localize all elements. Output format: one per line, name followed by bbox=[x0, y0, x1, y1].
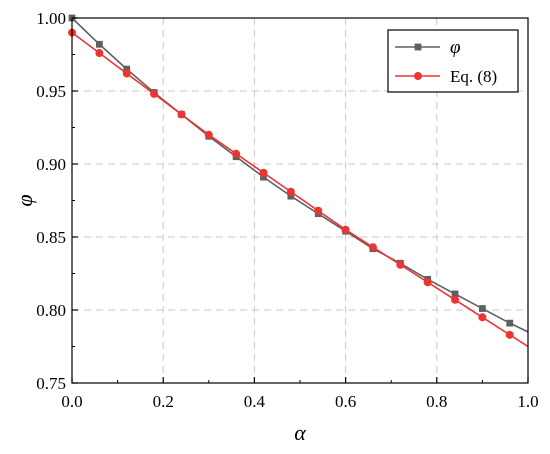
series-0-point bbox=[506, 319, 514, 327]
series-0-point bbox=[287, 192, 295, 200]
series-1-point bbox=[478, 313, 487, 322]
series-1-point bbox=[505, 330, 514, 339]
series-0-point bbox=[95, 40, 103, 48]
series-1-point bbox=[451, 295, 460, 304]
series-1-point bbox=[204, 130, 213, 139]
legend-label: Eq. (8) bbox=[450, 67, 497, 86]
series-line-1 bbox=[71, 31, 529, 348]
x-tick-label: 0.2 bbox=[153, 392, 174, 411]
tick-labels: 0.0 0.2 0.4 0.6 0.8 1.0 0.75 0.80 0.85 0.90 0.95 1.… bbox=[36, 9, 538, 411]
y-tick-label: 0.85 bbox=[36, 228, 66, 247]
x-tick-label: 0.4 bbox=[244, 392, 266, 411]
x-tick-label: 0.0 bbox=[61, 392, 82, 411]
legend-box bbox=[387, 29, 519, 93]
series-0-point bbox=[123, 65, 131, 73]
series-lines bbox=[71, 17, 529, 348]
x-tick-label: 0.6 bbox=[335, 392, 356, 411]
series-0-point bbox=[479, 305, 486, 312]
y-axis-title: φ bbox=[12, 194, 37, 206]
legend: φ Eq. (8) bbox=[387, 29, 519, 93]
axis-ticks bbox=[71, 17, 529, 384]
series-1-point bbox=[122, 69, 131, 78]
series-0-point bbox=[451, 290, 459, 298]
series-1-point bbox=[341, 225, 350, 234]
series-1-point bbox=[150, 89, 159, 98]
legend-swatch-marker bbox=[414, 72, 422, 80]
series-1-point bbox=[423, 278, 432, 287]
series-1-point bbox=[232, 149, 241, 158]
y-tick-label: 1.00 bbox=[36, 9, 66, 28]
legend-swatch-marker bbox=[414, 43, 422, 51]
series-1-point bbox=[177, 110, 186, 119]
series-1-point bbox=[286, 187, 295, 196]
y-tick-label: 0.90 bbox=[36, 155, 66, 174]
y-tick-label: 0.95 bbox=[36, 82, 66, 101]
y-tick-label: 0.75 bbox=[36, 374, 66, 393]
series-0-point bbox=[260, 173, 267, 181]
series-line-0 bbox=[71, 17, 529, 333]
series-1-point bbox=[259, 168, 268, 177]
x-axis-title: α bbox=[294, 420, 306, 445]
series-1-point bbox=[396, 260, 405, 269]
x-tick-label: 1.0 bbox=[517, 392, 538, 411]
x-tick-label: 0.8 bbox=[426, 392, 447, 411]
y-tick-label: 0.80 bbox=[36, 301, 66, 320]
series-1-point bbox=[314, 206, 323, 215]
series-1-point bbox=[95, 49, 104, 58]
legend-label: φ bbox=[450, 37, 461, 58]
series-markers bbox=[68, 14, 514, 339]
series-1-point bbox=[368, 243, 377, 252]
